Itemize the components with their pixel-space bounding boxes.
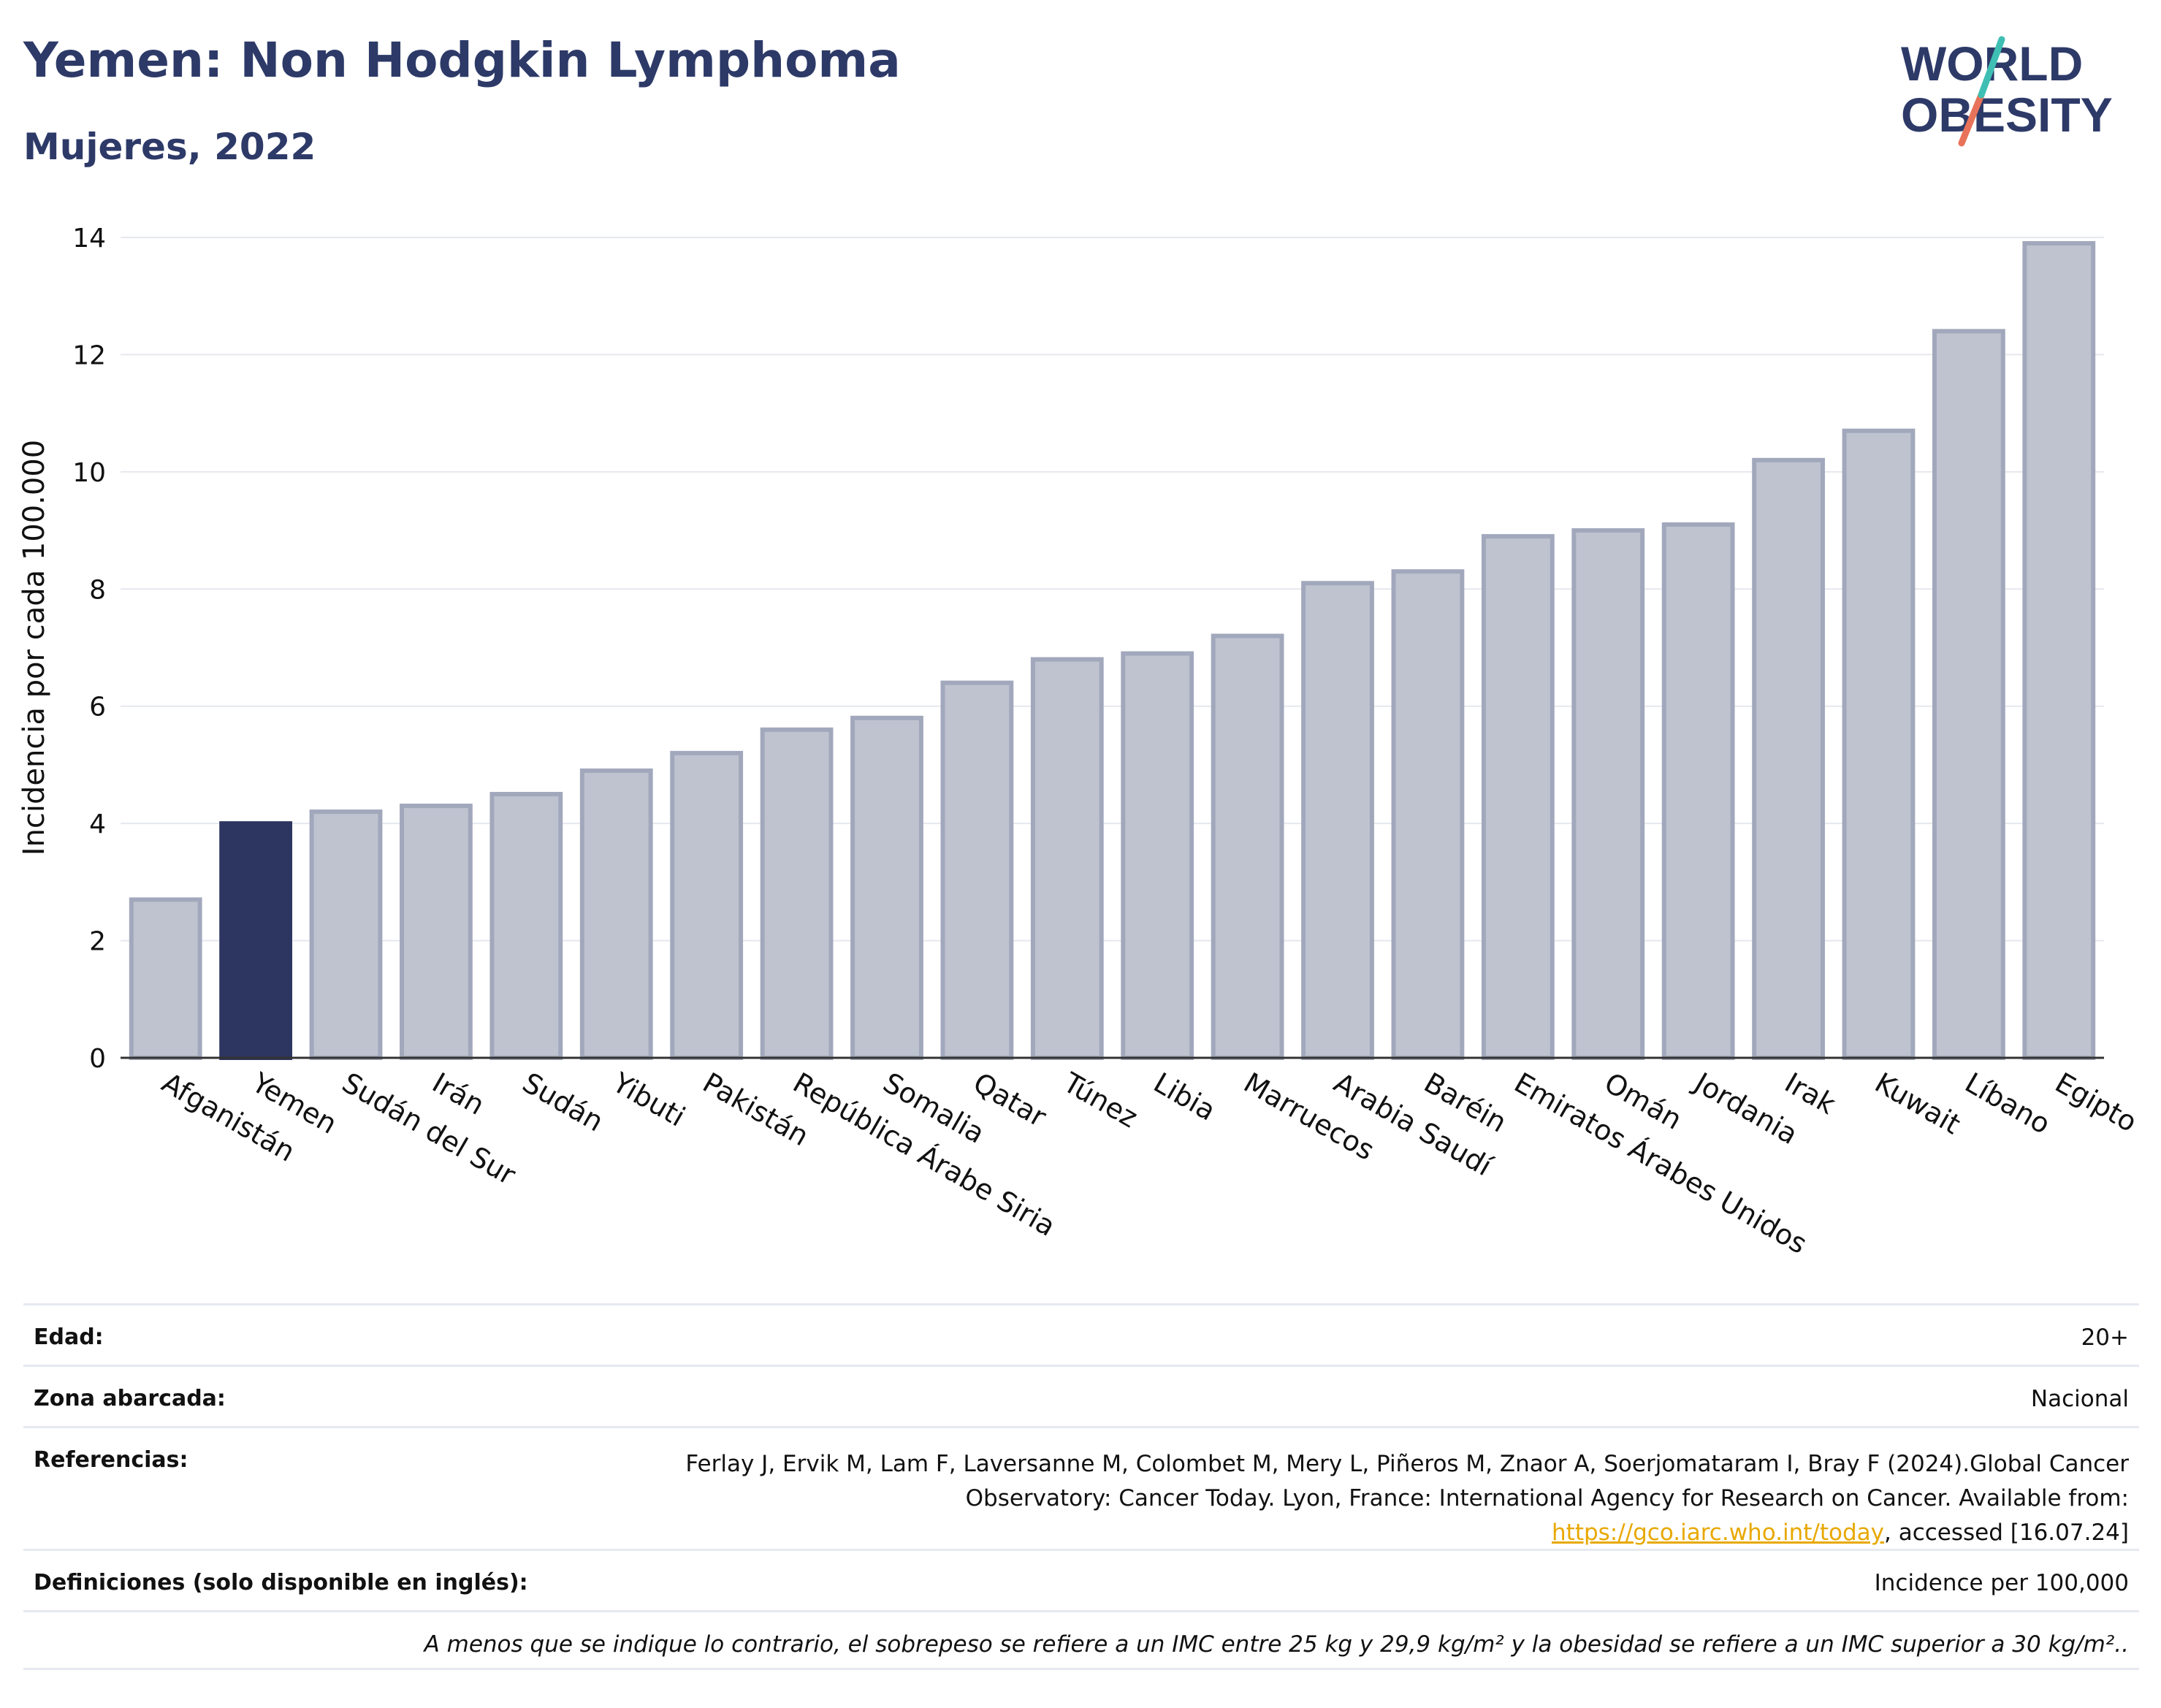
bar: [1481, 534, 1555, 1061]
x-tick-label: Irak: [1780, 1067, 1841, 1121]
x-tick-label: Túnez: [1057, 1066, 1143, 1134]
y-axis-label: Incidencia por cada 100.000: [18, 440, 51, 856]
info-row-zona: Zona abarcada: Nacional: [23, 1365, 2139, 1426]
bar: [1211, 633, 1284, 1060]
y-tick-label: 2: [89, 927, 106, 957]
x-tick-label: Jordania: [1688, 1066, 1803, 1151]
bar: [1301, 581, 1374, 1060]
x-tick-label: Libia: [1148, 1067, 1221, 1127]
y-tick-label: 14: [72, 224, 106, 253]
bar: [1661, 522, 1735, 1060]
y-tick-label: 8: [89, 575, 106, 605]
x-tick-label: Sudán del Sur: [337, 1067, 521, 1192]
y-tick-label: 10: [72, 458, 106, 488]
referencias-value: Ferlay J, Ervik M, Lam F, Laversanne M, …: [631, 1447, 2139, 1550]
bars: [129, 241, 2096, 1061]
x-tick-label: Irán: [427, 1067, 489, 1121]
referencias-text: Ferlay J, Ervik M, Lam F, Laversanne M, …: [685, 1451, 2129, 1511]
referencias-label: Referencias:: [34, 1447, 188, 1473]
bar: [1752, 457, 1825, 1061]
referencias-accessed: , accessed [16.07.24]: [1883, 1520, 2129, 1546]
edad-value: 20+: [2081, 1324, 2129, 1351]
x-tick-label: Yibuti: [606, 1066, 690, 1133]
chart-subtitle: Mujeres, 2022: [23, 126, 316, 168]
definiciones-label: Definiciones (solo disponible en inglés)…: [34, 1570, 528, 1595]
chart-title: Yemen: Non Hodgkin Lymphoma: [23, 32, 901, 88]
x-tick-label: Sudán: [517, 1067, 609, 1138]
bar: [579, 768, 653, 1060]
bar: [1932, 329, 2005, 1061]
y-tick-label: 4: [89, 809, 106, 839]
zona-label: Zona abarcada:: [34, 1386, 226, 1411]
y-tick-label: 12: [72, 340, 106, 370]
info-row-definiciones: Definiciones (solo disponible en inglés)…: [23, 1549, 2139, 1610]
logo-text-obesity: OBESITY: [1901, 88, 2113, 142]
bar-highlight: [219, 821, 293, 1061]
obesity-definition-note: A menos que se indique lo contrario, el …: [424, 1631, 2129, 1658]
edad-label: Edad:: [34, 1324, 104, 1350]
bar: [940, 680, 1014, 1060]
bar: [1030, 657, 1104, 1060]
bar: [1121, 651, 1194, 1060]
world-obesity-logo: WORLD OBESITY: [1901, 36, 2113, 147]
bar: [1571, 528, 1645, 1061]
info-row-edad: Edad: 20+: [23, 1303, 2139, 1365]
bar: [129, 897, 202, 1061]
zona-value: Nacional: [2030, 1386, 2129, 1412]
bar: [489, 792, 563, 1060]
y-tick-labels: 0 2 4 6 8 10 12 14: [72, 224, 106, 1074]
y-tick-label: 0: [89, 1044, 106, 1074]
bar: [1842, 428, 1916, 1060]
definiciones-value: Incidence per 100,000: [1874, 1570, 2129, 1596]
bar: [760, 727, 834, 1060]
info-row-note: A menos que se indique lo contrario, el …: [23, 1610, 2139, 1670]
x-tick-label: Egipto: [2050, 1067, 2143, 1139]
y-tick-label: 6: [89, 693, 106, 723]
bar: [309, 809, 383, 1060]
bar: [1391, 569, 1465, 1060]
bar: [400, 804, 473, 1060]
x-tick-label: Líbano: [1959, 1067, 2056, 1140]
bar: [670, 750, 744, 1061]
x-tick-label: Kuwait: [1870, 1067, 1966, 1141]
bar: [2022, 241, 2096, 1060]
bar: [850, 715, 923, 1060]
info-table: Edad: 20+ Zona abarcada: Nacional Refere…: [23, 1303, 2139, 1670]
info-row-referencias: Referencias: Ferlay J, Ervik M, Lam F, L…: [23, 1426, 2139, 1549]
referencias-link[interactable]: https://gco.iarc.who.int/today: [1552, 1520, 1884, 1546]
